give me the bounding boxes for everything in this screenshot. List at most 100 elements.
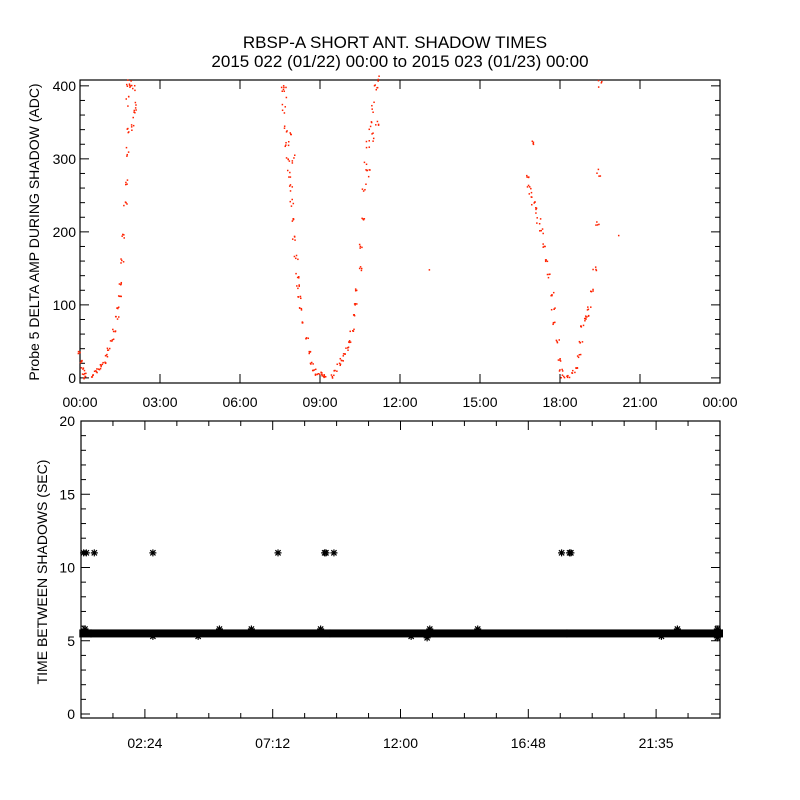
data-point <box>79 351 81 354</box>
data-point <box>291 198 293 201</box>
asterisk-point <box>149 632 157 640</box>
data-point <box>428 269 431 271</box>
data-point <box>541 228 544 230</box>
data-point <box>364 188 366 191</box>
data-point <box>281 109 284 112</box>
data-point <box>128 84 131 86</box>
data-point <box>584 317 587 319</box>
data-point <box>133 84 136 87</box>
data-point <box>584 315 587 317</box>
data-point <box>295 257 297 260</box>
x-tick-label: 12:00 <box>382 394 417 410</box>
data-point <box>550 294 552 297</box>
data-point <box>574 371 576 374</box>
data-point <box>530 187 532 190</box>
data-point <box>285 141 287 144</box>
data-point <box>120 262 122 264</box>
data-point <box>586 309 589 311</box>
data-point <box>546 260 549 263</box>
data-point <box>556 340 558 343</box>
data-point <box>291 162 294 164</box>
data-point <box>355 289 358 292</box>
data-point <box>298 284 300 286</box>
asterisk-point <box>567 549 575 557</box>
data-point <box>354 304 356 306</box>
data-point <box>592 290 594 292</box>
data-point <box>546 273 549 276</box>
data-point <box>91 376 94 378</box>
data-point <box>96 368 98 370</box>
data-point <box>127 105 129 107</box>
data-point <box>281 90 283 92</box>
data-point <box>106 347 109 350</box>
data-point <box>551 294 553 297</box>
data-point <box>330 374 333 376</box>
data-point <box>288 185 291 187</box>
data-point <box>95 370 97 372</box>
data-point <box>126 85 129 87</box>
data-point <box>536 217 538 219</box>
data-point <box>126 183 128 185</box>
data-point <box>601 80 603 83</box>
data-point <box>285 131 288 133</box>
data-point <box>596 221 598 223</box>
data-point <box>347 346 350 348</box>
data-point <box>126 128 129 130</box>
y-tick-label: 100 <box>53 297 77 313</box>
data-point <box>336 370 338 372</box>
x-tick-label: 18:00 <box>542 394 577 410</box>
data-point <box>130 84 133 87</box>
data-point <box>289 190 292 192</box>
data-point <box>528 193 531 195</box>
data-point <box>106 355 109 358</box>
data-point <box>365 183 367 185</box>
x-tick-label: 09:00 <box>302 394 337 410</box>
data-point <box>291 160 294 162</box>
data-point <box>118 283 121 285</box>
asterisk-point <box>322 549 330 557</box>
data-point <box>79 361 82 364</box>
data-point <box>342 360 345 362</box>
data-point <box>586 316 588 318</box>
data-point <box>552 321 555 324</box>
data-point <box>289 171 291 174</box>
data-point <box>597 86 600 88</box>
data-point <box>559 359 561 361</box>
top-plot-frame <box>79 79 721 384</box>
data-point <box>336 363 338 366</box>
data-point <box>584 320 586 322</box>
data-point <box>117 306 120 308</box>
data-point <box>375 88 378 91</box>
data-point <box>126 155 128 157</box>
data-point <box>572 369 574 372</box>
data-point <box>560 376 562 379</box>
data-point <box>361 217 363 220</box>
data-point <box>528 186 531 188</box>
data-point <box>365 146 368 149</box>
data-point <box>291 238 294 240</box>
data-point <box>99 367 102 370</box>
data-point <box>134 107 137 109</box>
data-point <box>289 176 292 178</box>
data-point <box>129 85 132 87</box>
x-tick-label: 03:00 <box>142 394 177 410</box>
data-point <box>84 375 87 378</box>
data-point <box>543 245 545 248</box>
band-data-series <box>79 629 92 638</box>
data-point <box>135 109 137 111</box>
data-point <box>362 218 364 220</box>
data-point <box>121 259 123 262</box>
data-point <box>119 295 122 298</box>
data-point <box>127 151 130 153</box>
data-point <box>287 158 289 160</box>
data-point <box>93 370 96 373</box>
data-point <box>338 362 341 365</box>
data-point <box>558 370 561 372</box>
data-point <box>349 341 352 343</box>
data-point <box>553 308 555 310</box>
data-point <box>293 255 296 258</box>
bottom-y-axis-label: TIME BETWEEN SHADOWS (SEC) <box>34 460 50 685</box>
data-point <box>130 126 133 128</box>
data-point <box>109 340 112 342</box>
data-point <box>368 169 371 171</box>
